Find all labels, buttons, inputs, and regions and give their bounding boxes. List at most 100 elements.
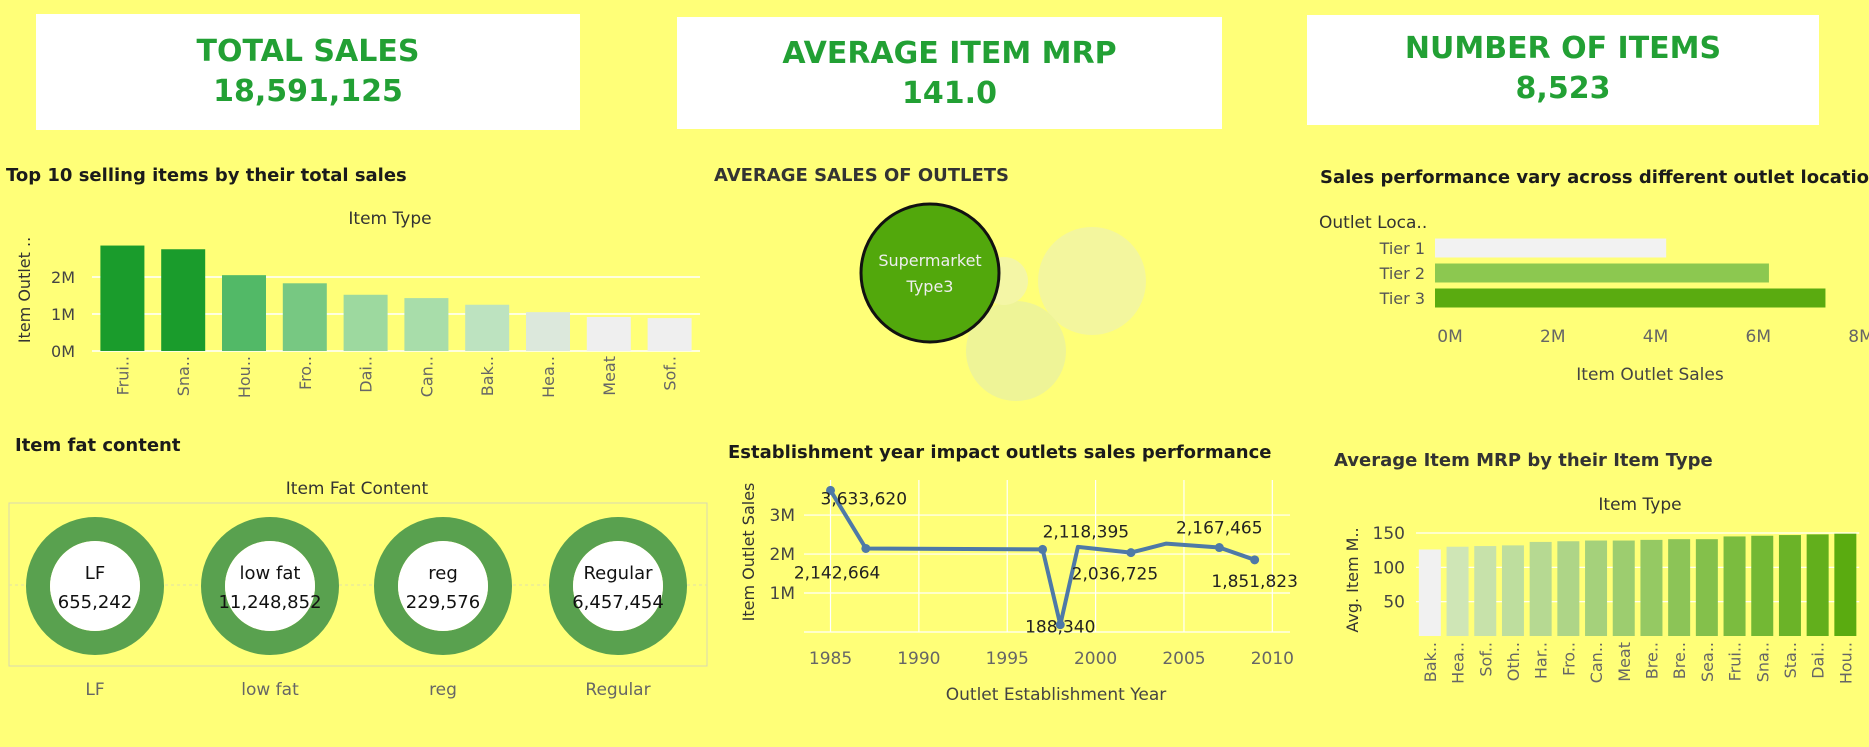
- bar[interactable]: [161, 249, 206, 351]
- bar[interactable]: [222, 275, 266, 351]
- point-label: 2,142,664: [794, 563, 881, 583]
- bar[interactable]: [1435, 263, 1769, 283]
- donut-ring[interactable]: [26, 517, 164, 655]
- bubble-label: Supermarket: [878, 251, 981, 270]
- bubble-mark[interactable]: [859, 202, 1001, 344]
- y-tick-label: 150: [1373, 524, 1405, 544]
- x-tick-label: 1985: [809, 649, 852, 669]
- donut-ring[interactable]: [201, 517, 339, 655]
- x-tick-label: 0M: [1437, 327, 1462, 347]
- line-point[interactable]: [1214, 543, 1224, 553]
- column-header: Item Type: [348, 209, 431, 229]
- y-tick-label: 100: [1373, 558, 1405, 578]
- x-axis-label: Outlet Establishment Year: [946, 685, 1166, 705]
- sales-line[interactable]: [828, 489, 1256, 627]
- x-tick-label: Can..: [1587, 642, 1606, 683]
- donut-hole: [398, 541, 488, 631]
- line-point[interactable]: [1055, 620, 1065, 630]
- x-tick-label: Frui..: [113, 356, 132, 395]
- line-point[interactable]: [826, 485, 836, 495]
- bar[interactable]: [404, 298, 449, 351]
- x-tick-label: Oth..: [1504, 642, 1523, 681]
- fat-panel-title: Item fat content: [15, 435, 181, 456]
- x-tick-label: Bre..: [1642, 642, 1661, 679]
- mrp-panel-title: Average Item MRP by their Item Type: [1334, 450, 1713, 471]
- bar[interactable]: [1834, 533, 1857, 636]
- bar[interactable]: [343, 294, 388, 351]
- bar[interactable]: [586, 316, 631, 351]
- kpi-total-sales: TOTAL SALES 18,591,125: [36, 14, 580, 130]
- bar[interactable]: [1668, 539, 1691, 636]
- y-tick-label: 2M: [770, 545, 795, 565]
- point-label: 2,036,725: [1072, 565, 1159, 585]
- kpi-value: 8,523: [1515, 71, 1611, 106]
- x-tick-label: Frui..: [1726, 642, 1745, 681]
- bar[interactable]: [1612, 540, 1635, 636]
- y-tick-label: 1M: [51, 305, 75, 324]
- x-tick-label: low fat: [241, 680, 299, 700]
- bar[interactable]: [1640, 539, 1663, 636]
- bar[interactable]: [100, 245, 145, 351]
- bar[interactable]: [647, 318, 692, 351]
- bar[interactable]: [1435, 238, 1667, 258]
- x-tick-label: 6M: [1746, 327, 1771, 347]
- line-point[interactable]: [1250, 555, 1260, 565]
- bar[interactable]: [1778, 535, 1801, 636]
- x-tick-label: Bak..: [1421, 642, 1440, 682]
- x-tick-label: reg: [429, 680, 457, 700]
- x-tick-label: Hou..: [235, 356, 254, 398]
- bar[interactable]: [1418, 549, 1441, 636]
- y-axis-label: Item Outlet Sales: [739, 483, 758, 622]
- column-header: Item Type: [1598, 495, 1681, 515]
- bar[interactable]: [1585, 540, 1608, 636]
- donut-ring[interactable]: [549, 517, 687, 655]
- bar[interactable]: [465, 304, 510, 351]
- donut-category: low fat: [240, 563, 301, 584]
- x-tick-label: Sea..: [1698, 642, 1717, 682]
- donut-ring[interactable]: [374, 517, 512, 655]
- bar[interactable]: [1474, 546, 1497, 636]
- bubble-mark: [1038, 227, 1146, 335]
- x-tick-label: 8M: [1848, 327, 1869, 347]
- y-tick-label: 50: [1383, 593, 1405, 613]
- kpi-average-mrp: AVERAGE ITEM MRP 141.0: [677, 17, 1222, 129]
- bar[interactable]: [1446, 546, 1469, 636]
- bar[interactable]: [1557, 541, 1580, 636]
- kpi-value: 141.0: [902, 76, 997, 111]
- bar[interactable]: [1723, 536, 1746, 636]
- donut-hole: [573, 541, 663, 631]
- outlets-panel-title: AVERAGE SALES OF OUTLETS: [714, 165, 1010, 186]
- x-tick-label: Har..: [1532, 642, 1551, 679]
- x-tick-label: Dai..: [357, 356, 376, 393]
- point-label: 188,340: [1025, 618, 1095, 638]
- donut-value: 11,248,852: [218, 592, 321, 613]
- kpi-number-of-items: NUMBER OF ITEMS 8,523: [1307, 15, 1819, 125]
- y-tick-label: 1M: [770, 584, 795, 604]
- x-tick-label: Bak..: [478, 356, 497, 396]
- x-tick-label: Meat: [1615, 642, 1634, 682]
- y-tick-label: Tier 1: [1379, 239, 1425, 258]
- y-tick-label: 3M: [770, 506, 795, 526]
- bar[interactable]: [526, 312, 570, 351]
- y-tick-label: Tier 3: [1379, 289, 1425, 308]
- year-panel-title: Establishment year impact outlets sales …: [728, 442, 1272, 463]
- x-tick-label: Hea..: [539, 356, 558, 398]
- bar[interactable]: [282, 283, 327, 351]
- bar[interactable]: [1751, 535, 1774, 636]
- bar[interactable]: [1695, 539, 1718, 636]
- x-tick-label: Hea..: [1449, 642, 1468, 684]
- bar[interactable]: [1501, 545, 1524, 636]
- bar[interactable]: [1529, 541, 1552, 636]
- outlets-bubbles: [859, 202, 1146, 401]
- kpi-value: 18,591,125: [213, 74, 403, 109]
- line-point[interactable]: [861, 543, 871, 553]
- line-point[interactable]: [1126, 548, 1136, 558]
- bar[interactable]: [1806, 534, 1829, 636]
- bar[interactable]: [1435, 288, 1826, 308]
- point-label: 2,167,465: [1176, 519, 1263, 539]
- x-tick-label: Meat: [600, 356, 619, 396]
- line-point[interactable]: [1038, 544, 1048, 554]
- kpi-title: NUMBER OF ITEMS: [1404, 31, 1722, 66]
- x-tick-label: Sna..: [1753, 642, 1772, 682]
